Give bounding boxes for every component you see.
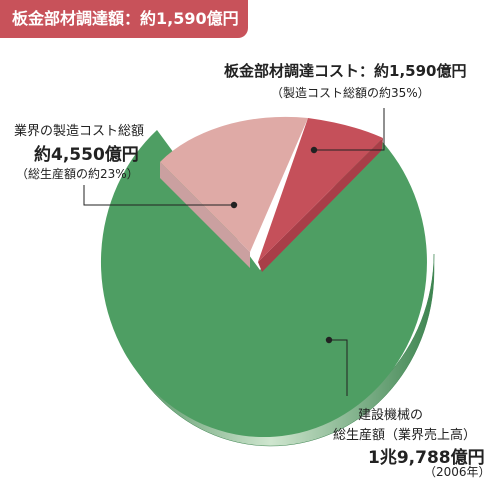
- label-sheet-metal-title: 板金部材調達コスト：約1,590億円: [224, 62, 467, 80]
- label-mfg-cost-share: （総生産額の約23%）: [16, 167, 139, 181]
- label-industry-value: 1兆9,788億円: [368, 448, 485, 468]
- leader-dot-industry: [325, 336, 333, 344]
- pie-slice-mfg-cost-side: [160, 162, 250, 268]
- label-mfg-cost-title: 業界の製造コスト総額: [14, 124, 145, 139]
- title-badge: 板金部材調達額：約1,590億円: [0, 0, 248, 38]
- label-sheet-metal-share: （製造コスト総額の約35%）: [271, 86, 430, 100]
- leader-line-sheet-metal: [314, 108, 385, 151]
- label-mfg-cost-value: 約4,550億円: [34, 145, 139, 165]
- pie-slice-sheet-metal: [258, 118, 383, 262]
- pie-slice-mfg-cost: [160, 116, 308, 252]
- label-industry-line2: 総生産額（業界売上高）: [333, 428, 477, 443]
- leader-dot-sheet-metal: [310, 146, 318, 154]
- leader-dot-mfg-cost: [230, 201, 238, 209]
- label-industry-year: （2006年）: [424, 465, 491, 479]
- leader-line-industry: [329, 339, 348, 396]
- pie-slice-industry: [100, 130, 427, 438]
- leader-line-mfg-cost: [83, 185, 234, 206]
- label-industry-line1: 建設機械の: [358, 408, 424, 423]
- pie-slice-sheet-metal-side: [258, 138, 383, 272]
